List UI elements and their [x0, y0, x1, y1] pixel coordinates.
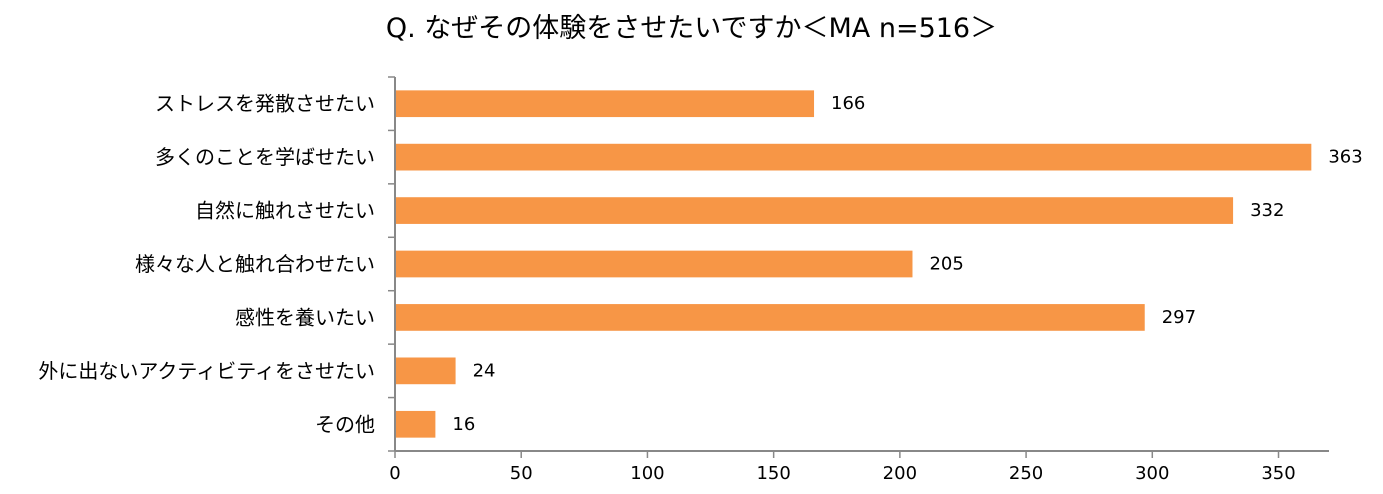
value-label: 24 — [473, 360, 496, 381]
value-label: 16 — [452, 414, 475, 435]
x-tick-label: 200 — [883, 463, 917, 484]
x-tick-label: 150 — [756, 463, 790, 484]
category-label: 自然に触れさせたい — [195, 199, 375, 223]
category-label: ストレスを発散させたい — [155, 92, 375, 116]
axis-layer: 0 50 100 150 200 250 300 350 — [388, 76, 1329, 484]
bar — [395, 197, 1234, 224]
bar — [395, 250, 913, 278]
chart-title: Q. なぜその体験をさせたいですか＜MA n=516＞ — [385, 13, 998, 44]
x-tick-label: 0 — [389, 463, 400, 484]
value-label: 332 — [1250, 200, 1284, 221]
x-tick-label: 350 — [1261, 463, 1295, 484]
bar — [395, 357, 456, 385]
category-label: 外に出ないアクティビティをさせたい — [38, 359, 375, 383]
bar — [395, 304, 1145, 331]
category-label: 様々な人と触れ合わせたい — [135, 252, 375, 276]
bars-layer — [395, 90, 1312, 438]
value-label: 363 — [1328, 147, 1362, 168]
labels-layer: ストレスを発散させたい 166 多くのことを学ばせたい 363 自然に触れさせたい 332… — [38, 92, 1362, 437]
x-tick-label: 100 — [630, 463, 664, 484]
bar — [395, 410, 436, 438]
value-label: 166 — [831, 93, 865, 114]
bar — [395, 143, 1312, 171]
value-label: 297 — [1162, 307, 1196, 328]
bar — [395, 90, 815, 118]
value-label: 205 — [929, 254, 963, 275]
category-label: 多くのことを学ばせたい — [155, 145, 375, 169]
category-label: その他 — [315, 412, 375, 436]
x-tick-label: 250 — [1009, 463, 1043, 484]
x-tick-label: 50 — [510, 463, 533, 484]
x-tick-label: 300 — [1135, 463, 1169, 484]
category-label: 感性を養いたい — [235, 305, 375, 329]
